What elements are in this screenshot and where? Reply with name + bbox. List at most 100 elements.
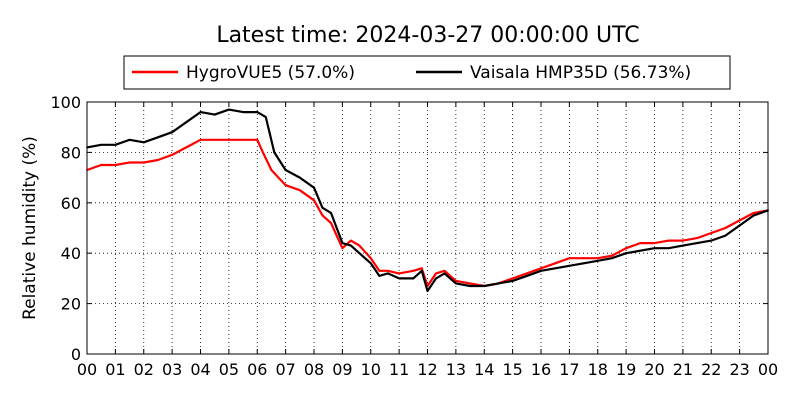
y-tick-label: 60 [61,194,81,213]
data-point-0 [568,257,571,260]
x-tick-label: 15 [502,360,522,379]
data-point-1 [525,275,528,277]
data-point-1 [273,151,276,154]
x-tick-label: 07 [275,360,295,379]
data-point-0 [228,138,230,141]
x-tick-label: 19 [616,360,636,379]
data-point-1 [554,267,557,270]
x-tick-label: 18 [588,360,608,379]
data-point-1 [582,262,585,265]
y-tick-label: 80 [61,143,81,162]
data-point-1 [752,214,755,217]
data-point-1 [426,290,429,292]
data-point-1 [443,272,446,275]
grid-lines [87,102,768,354]
data-point-0 [398,272,400,275]
data-point-0 [625,247,627,250]
y-tick-label: 20 [61,295,81,314]
x-tick-label: 05 [219,360,239,379]
data-point-0 [369,257,372,260]
x-tick-label: 14 [474,360,494,379]
data-point-0 [455,280,457,282]
legend-label-hygrovue5: HygroVUE5 (57.0%) [186,63,355,83]
data-point-1 [321,206,324,209]
data-point-0 [724,227,727,229]
x-tick-label: 11 [389,360,409,379]
x-tick-label: 08 [304,360,324,379]
data-point-0 [262,151,264,154]
data-point-0 [100,164,103,166]
data-point-0 [696,237,698,240]
x-tick-label: 09 [332,360,352,379]
data-point-0 [611,254,613,257]
data-point-1 [386,272,389,275]
data-point-0 [667,239,670,242]
data-point-1 [667,247,670,250]
data-point-0 [554,262,557,265]
data-point-0 [639,242,642,245]
axis-ticks: 00 01 02 03 04 05 06 07 08 09 10 11 12 13 14 15 16 17 18 19… [50,93,778,379]
x-tick-label: 12 [417,360,437,379]
data-point-0 [511,277,514,280]
data-point-1 [511,280,514,282]
data-point-1 [724,234,727,237]
data-point-1 [378,275,381,277]
data-point-0 [242,138,245,141]
x-tick-label: 10 [361,360,381,379]
data-point-0 [341,247,344,250]
x-tick-label: 20 [644,360,664,379]
data-point-0 [330,222,332,224]
data-point-0 [142,161,145,164]
x-tick-label: 02 [134,360,154,379]
data-point-0 [185,146,188,149]
y-axis-label: Relative humidity (%) [20,136,40,320]
data-point-0 [114,164,117,166]
data-point-1 [639,249,642,252]
data-point-1 [330,212,332,214]
data-point-1 [696,242,698,245]
x-tick-label: 16 [531,360,551,379]
data-point-0 [128,161,131,164]
data-point-1 [710,239,713,242]
data-point-0 [420,267,423,270]
data-point-0 [284,184,287,187]
data-point-0 [256,138,259,141]
data-point-0 [270,169,273,171]
data-point-1 [568,264,571,267]
data-point-0 [358,244,361,247]
data-point-1 [369,262,372,265]
data-point-1 [596,259,599,262]
data-point-1 [171,131,174,134]
data-point-1 [483,285,486,287]
data-point-1 [256,111,259,113]
data-point-1 [540,269,542,272]
data-point-1 [398,277,400,280]
data-point-1 [313,186,315,189]
x-tick-label: 03 [162,360,182,379]
data-point-1 [242,111,245,113]
data-point-0 [199,138,202,141]
x-tick-label: 06 [247,360,267,379]
data-point-1 [358,252,361,255]
data-point-1 [350,244,352,247]
data-point-1 [341,242,344,245]
x-tick-label: 00 [77,360,97,379]
data-point-0 [213,138,216,141]
data-point-1 [435,277,437,280]
data-point-0 [157,159,159,161]
data-point-0 [350,239,352,242]
data-point-1 [298,176,301,179]
data-point-0 [313,199,315,202]
data-point-1 [420,269,423,272]
data-point-0 [710,232,713,234]
data-point-0 [752,212,755,214]
data-point-1 [142,141,145,144]
data-point-0 [412,269,415,272]
data-point-1 [455,282,457,285]
data-point-1 [412,277,415,280]
data-point-1 [185,121,188,124]
series-line-1 [86,108,769,293]
data-point-1 [682,244,684,247]
x-tick-label: 13 [446,360,466,379]
